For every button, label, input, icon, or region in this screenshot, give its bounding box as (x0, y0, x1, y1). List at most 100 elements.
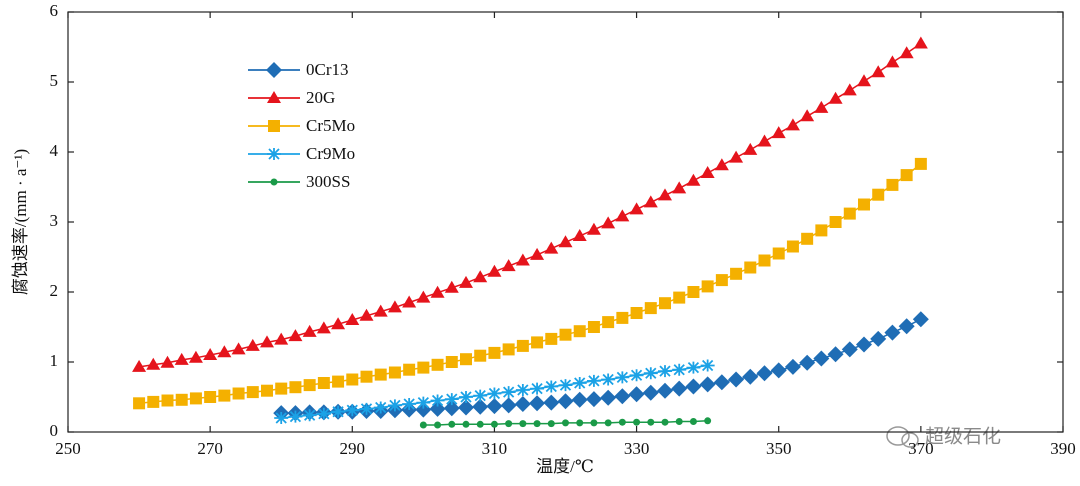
marker (204, 391, 217, 403)
y-tick-label: 0 (50, 421, 59, 440)
marker (303, 379, 316, 392)
marker (473, 389, 488, 402)
marker (715, 274, 728, 287)
marker (486, 398, 503, 415)
x-tick-label: 290 (340, 439, 366, 458)
marker (585, 391, 602, 408)
marker (331, 405, 346, 418)
marker (317, 377, 330, 389)
marker (644, 302, 657, 315)
marker (758, 254, 771, 267)
marker (558, 379, 573, 392)
marker (387, 399, 402, 412)
marker (898, 318, 915, 335)
marker (744, 261, 757, 274)
marker (302, 324, 317, 337)
marker (189, 392, 202, 405)
marker (828, 91, 843, 104)
watermark: 超级石化 (925, 426, 1001, 448)
marker (827, 346, 844, 363)
marker (260, 335, 274, 348)
marker (346, 373, 359, 386)
marker (316, 321, 331, 334)
marker (912, 311, 929, 328)
legend-marker (268, 120, 280, 132)
marker (562, 419, 569, 427)
marker (274, 412, 289, 424)
marker (417, 361, 430, 374)
marker (373, 304, 388, 317)
marker (402, 398, 417, 410)
marker (629, 202, 644, 215)
marker (813, 350, 830, 367)
marker (146, 357, 161, 370)
marker (601, 373, 616, 386)
marker (587, 321, 600, 333)
marker (533, 420, 541, 428)
marker (870, 330, 887, 347)
marker (604, 419, 612, 427)
marker (586, 222, 601, 235)
series-line (138, 42, 922, 368)
marker (388, 366, 401, 379)
marker (515, 253, 530, 266)
marker (602, 316, 615, 329)
legend-marker (267, 91, 281, 103)
marker (133, 397, 146, 410)
marker (714, 158, 729, 171)
marker (476, 420, 484, 428)
x-tick-label: 270 (197, 439, 223, 458)
marker (160, 355, 175, 368)
series (419, 417, 712, 429)
x-tick-label: 390 (1050, 439, 1076, 458)
marker (701, 280, 714, 293)
marker (672, 363, 687, 376)
marker (814, 100, 829, 113)
marker (502, 343, 515, 356)
marker (403, 363, 416, 376)
marker (175, 393, 188, 406)
marker (657, 382, 673, 399)
marker (899, 46, 914, 59)
marker (359, 402, 374, 415)
marker (815, 224, 828, 237)
marker (332, 375, 345, 388)
marker (799, 354, 816, 371)
marker (459, 275, 473, 288)
marker (261, 384, 273, 397)
marker (547, 420, 555, 428)
marker (842, 83, 857, 96)
y-tick-label: 3 (50, 211, 59, 230)
marker (614, 388, 631, 405)
marker (557, 393, 574, 410)
x-tick-label: 250 (55, 439, 81, 458)
marker (886, 178, 899, 191)
marker (448, 420, 456, 428)
marker (516, 339, 529, 352)
marker (359, 308, 374, 321)
marker (232, 387, 245, 400)
marker (245, 338, 260, 351)
marker (643, 367, 658, 380)
marker (801, 232, 814, 245)
marker (590, 419, 598, 427)
marker (246, 386, 259, 399)
marker (843, 207, 856, 220)
marker (713, 374, 730, 391)
marker (462, 420, 470, 428)
marker (601, 216, 616, 229)
marker (543, 394, 560, 411)
legend-label: 300SS (306, 172, 350, 191)
marker (161, 394, 174, 407)
legend-label: 0Cr13 (306, 60, 349, 79)
marker (630, 307, 643, 319)
series (132, 36, 928, 372)
marker (858, 198, 870, 211)
marker (841, 341, 858, 358)
marker (661, 418, 669, 426)
legend-marker (266, 62, 282, 78)
marker (700, 166, 715, 178)
marker (772, 247, 785, 260)
legend-label: 20G (306, 88, 335, 107)
